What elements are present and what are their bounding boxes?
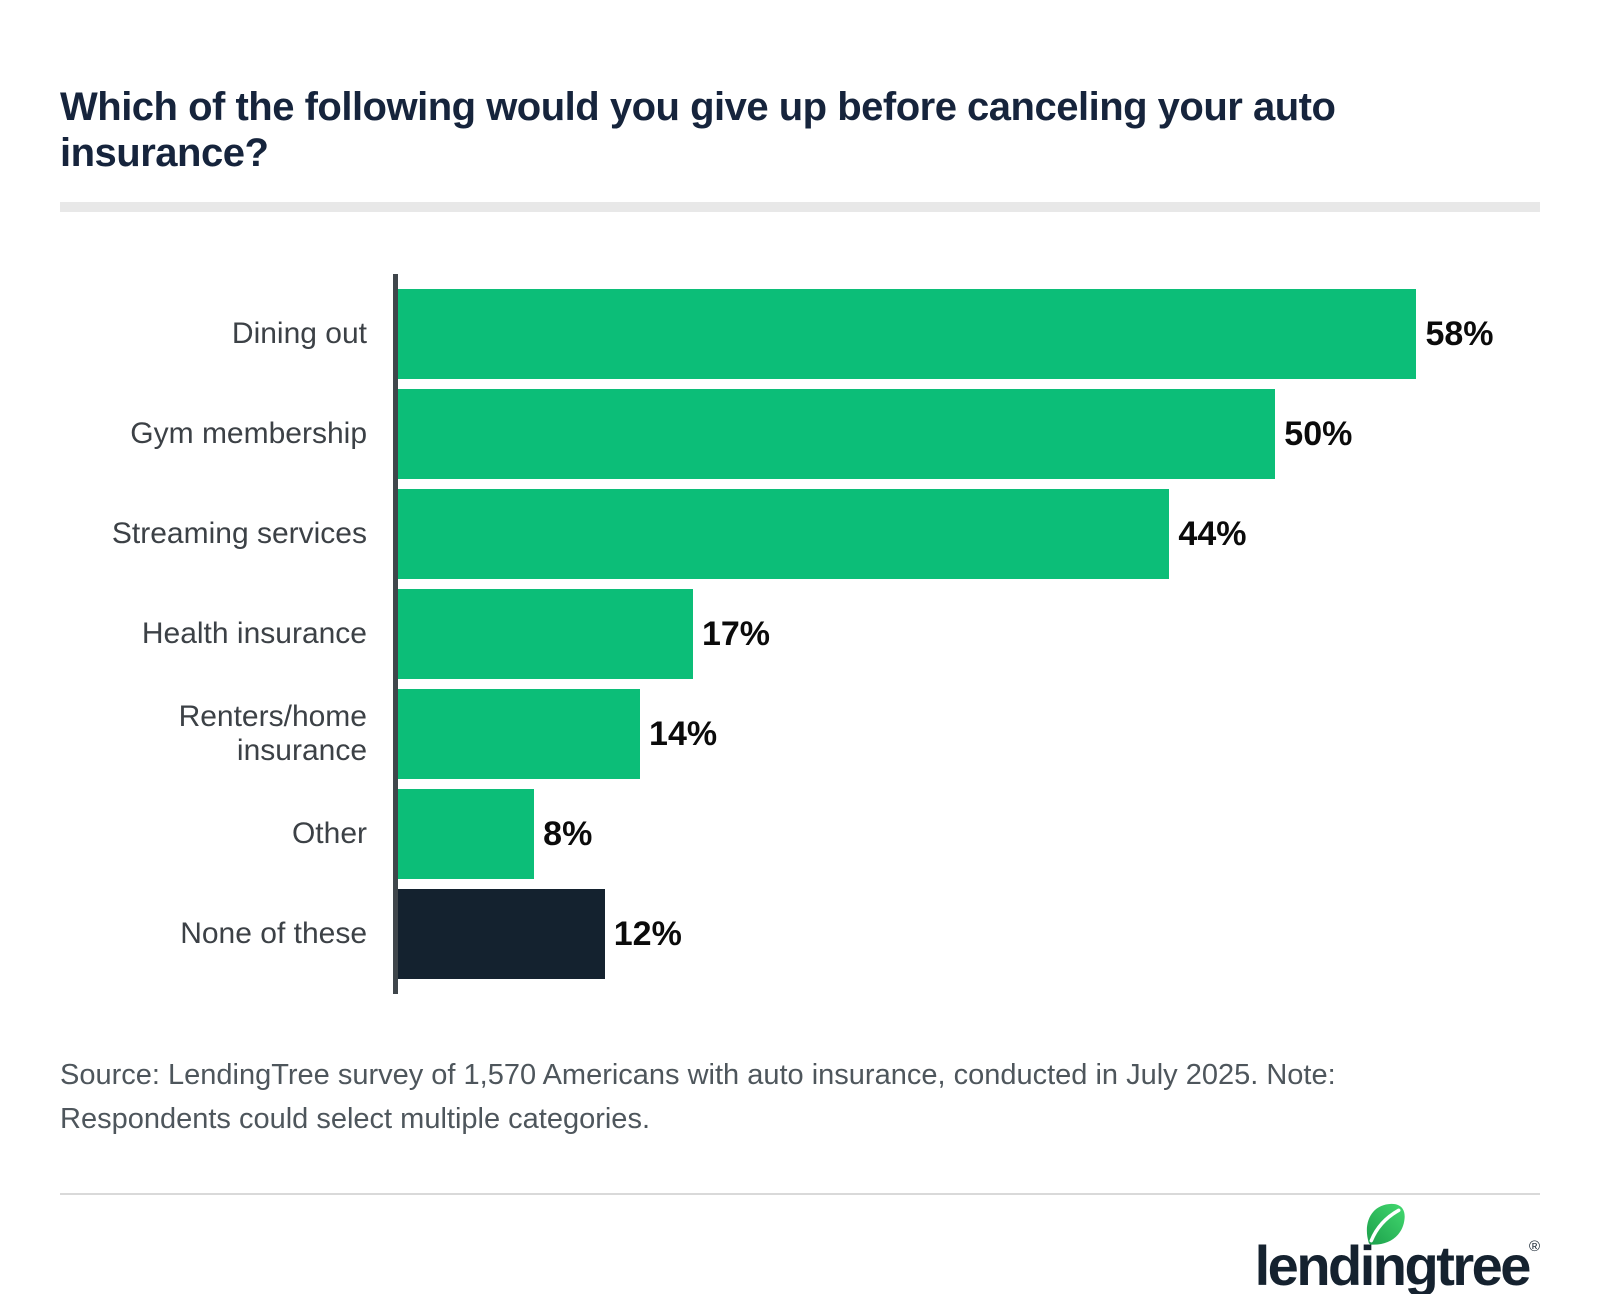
footer-divider [60,1193,1540,1195]
bar-row: Streaming services 44% [60,484,1540,584]
category-label: None of these [180,917,367,950]
bar-area: 50% [393,384,1540,484]
bar-area: 58% [393,284,1540,384]
bar [393,489,1170,579]
lendingtree-logo: lendingtree® [1254,1203,1540,1294]
bar-row: Renters/home insurance 14% [60,684,1540,784]
category-label: Streaming services [111,517,367,550]
bar-row: Gym membership 50% [60,384,1540,484]
title-underline-rule [60,202,1540,212]
bar-area: 14% [393,684,1540,784]
bar [393,289,1417,379]
logo-wordmark: lendingtree [1254,1234,1532,1294]
bar-row: None of these 12% [60,884,1540,984]
page-title: Which of the following would you give up… [60,85,1336,175]
bar-area: 44% [393,484,1540,584]
bar-area: 8% [393,784,1540,884]
bar-row: Other 8% [60,784,1540,884]
value-label: 50% [1284,414,1353,453]
bar [393,889,605,979]
bar-area: 12% [393,884,1540,984]
value-label: 12% [613,914,682,953]
value-label: 14% [649,714,718,753]
registered-trademark-symbol: ® [1528,1238,1540,1255]
category-label: Renters/home insurance [178,700,367,767]
value-label: 44% [1178,514,1247,553]
leaf-icon [1366,1203,1405,1245]
footer: lendingtree® [60,1203,1540,1294]
category-label: Gym membership [130,417,367,450]
bar [393,789,535,879]
category-label: Health insurance [141,617,367,650]
bar-chart: Dining out 58% Gym membership 50% Stream… [60,274,1540,994]
category-label: Other [291,817,367,850]
source-note: Source: LendingTree survey of 1,570 Amer… [60,1059,1336,1135]
value-label: 58% [1425,314,1494,353]
y-axis-line [393,274,398,994]
bar-row: Dining out 58% [60,284,1540,384]
bar [393,389,1276,479]
bar-area: 17% [393,584,1540,684]
bar [393,689,641,779]
category-label: Dining out [231,317,367,350]
bar [393,589,693,679]
value-label: 17% [701,614,771,653]
value-label: 8% [543,814,593,853]
bar-row: Health insurance 17% [60,584,1540,684]
